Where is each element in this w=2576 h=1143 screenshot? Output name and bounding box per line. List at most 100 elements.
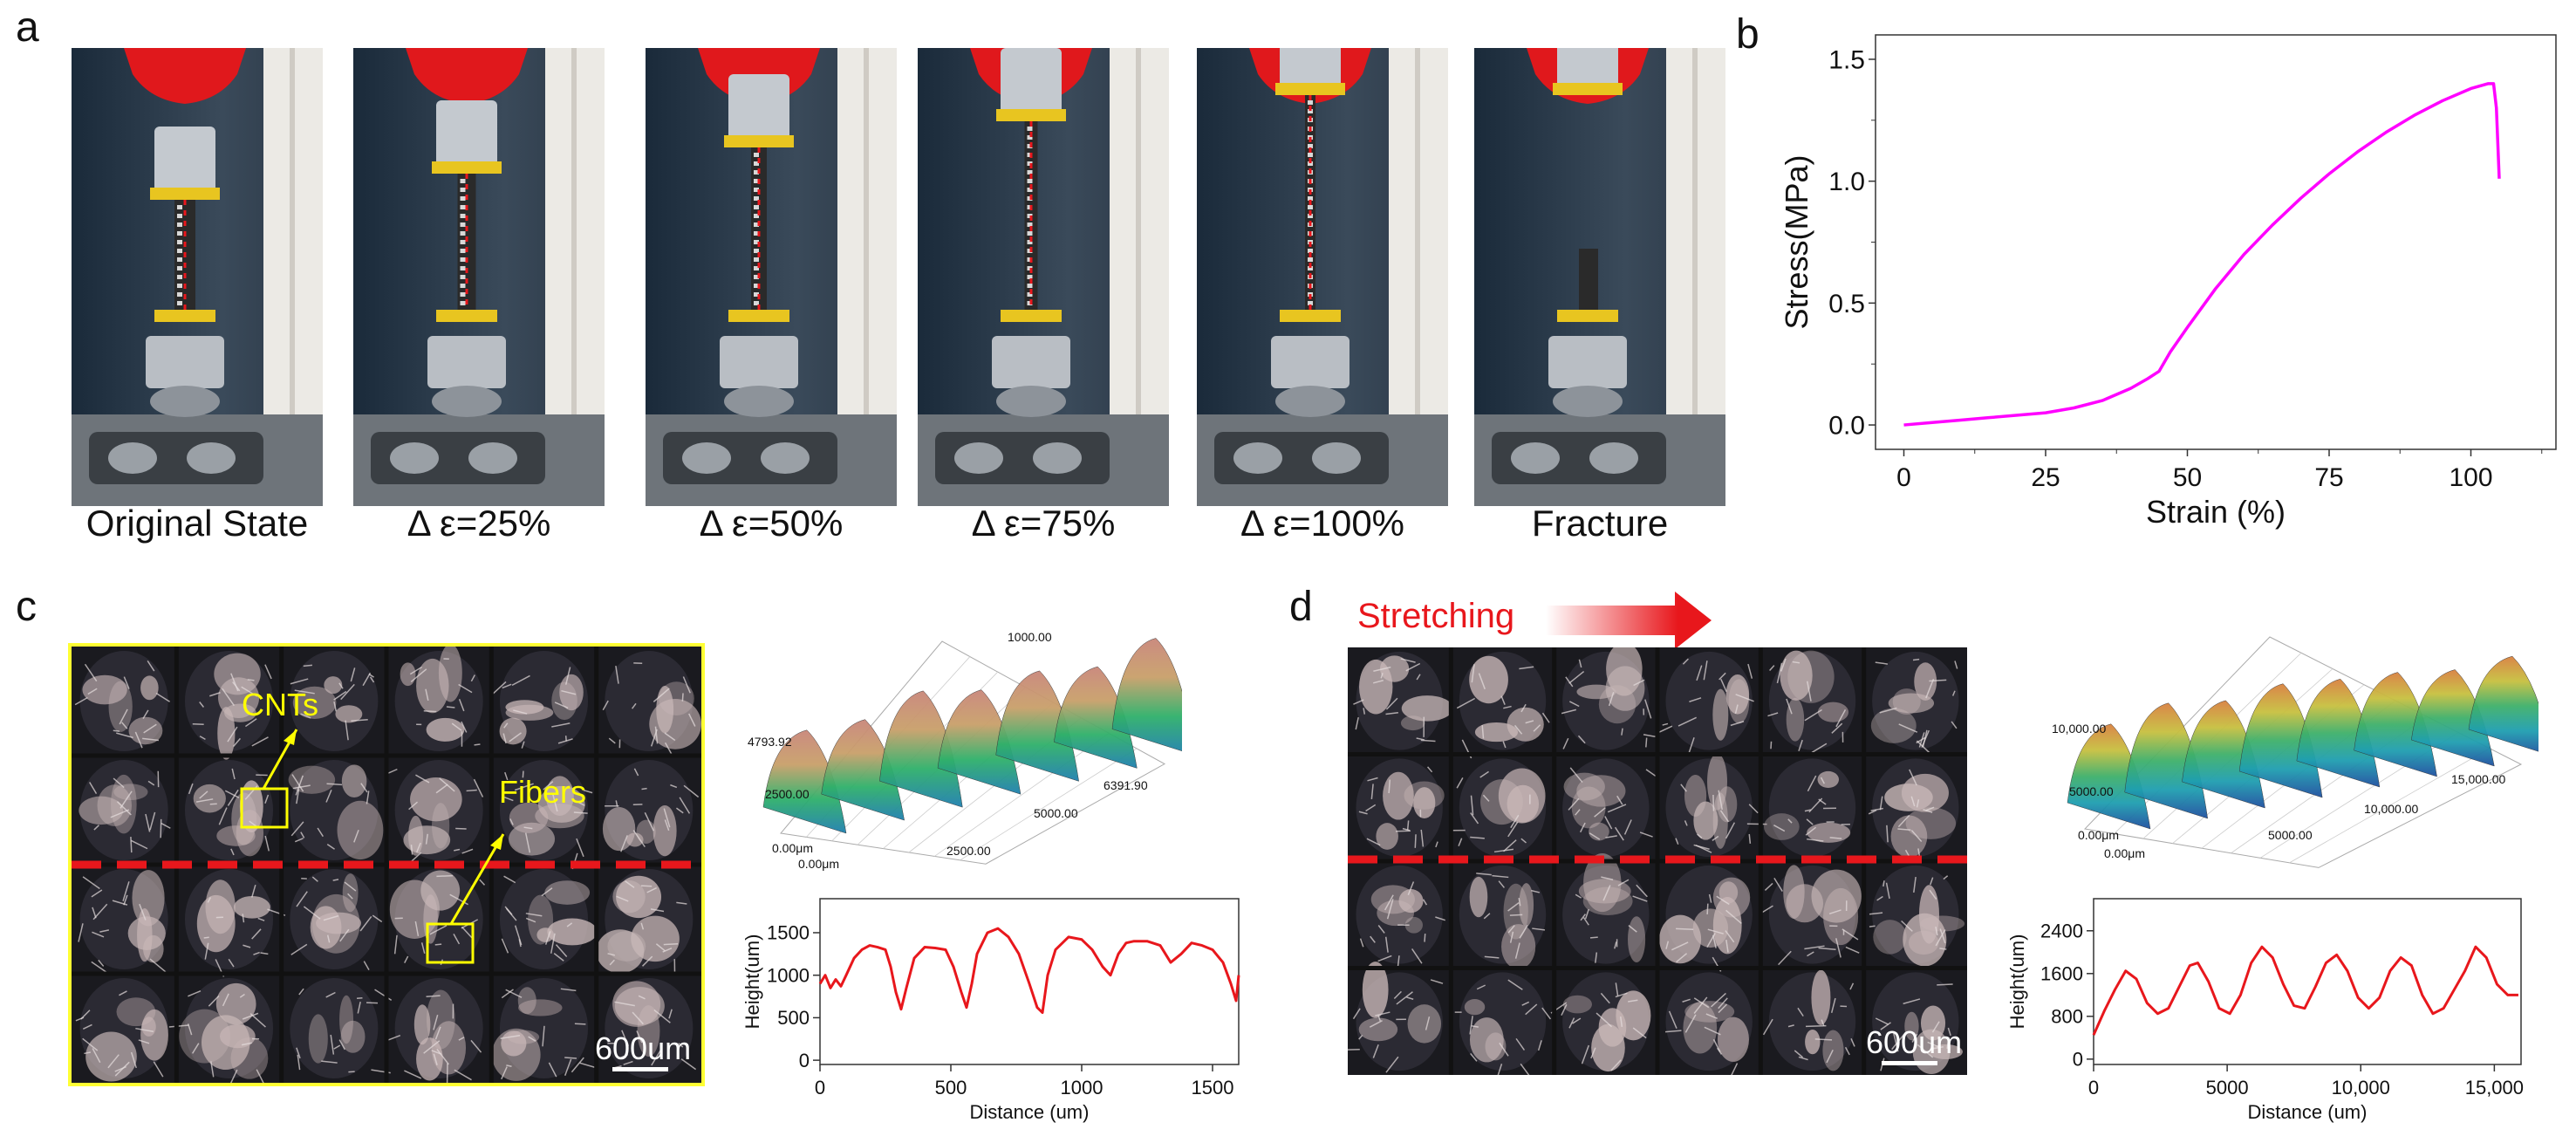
fiber-strand	[1909, 769, 1917, 786]
fiber-strand	[1951, 690, 1956, 696]
fabric-cell	[290, 651, 379, 751]
y-tick-label: 1600	[2040, 963, 2083, 985]
fiber-strand	[1499, 1042, 1509, 1057]
fiber-strand	[161, 822, 171, 829]
fiber-patch	[1870, 708, 1917, 743]
fiber-strand	[1805, 1024, 1827, 1028]
fiber-strand	[1532, 927, 1546, 931]
fiber-strand	[625, 880, 635, 888]
fiber-patch	[1379, 655, 1410, 682]
sample-pattern	[460, 249, 466, 253]
fiber-strand	[668, 1009, 673, 1019]
fiber-patch	[1823, 887, 1859, 946]
fiber-patch	[1413, 787, 1436, 819]
fiber-strand	[1616, 795, 1623, 805]
fiber-patch	[1707, 753, 1727, 811]
fiber-strand	[670, 784, 678, 789]
fiber-strand	[348, 1071, 355, 1073]
fiber-strand	[1366, 838, 1381, 846]
fiber-strand	[650, 908, 665, 913]
base-hole	[1589, 442, 1638, 474]
fiber-strand	[1870, 807, 1883, 811]
fiber-patch	[193, 784, 226, 813]
sample-pattern	[754, 249, 759, 253]
sample-pattern	[1308, 266, 1313, 270]
fiber-strand	[1615, 992, 1628, 998]
fiber-strand	[576, 838, 584, 858]
fiber-strand	[458, 699, 465, 712]
base-hole	[761, 442, 810, 474]
fiber-strand	[524, 832, 531, 853]
fiber-patch	[219, 1023, 256, 1049]
sample-pattern	[1027, 179, 1033, 183]
fiber-strand	[253, 951, 260, 955]
fiber-strand	[233, 737, 242, 748]
data-line	[1903, 82, 2501, 427]
fiber-strand	[89, 782, 98, 795]
sample-pattern	[754, 188, 759, 192]
fiber-strand	[654, 726, 659, 744]
fiber-strand	[1615, 982, 1619, 996]
x-tick-label: 5000	[2206, 1077, 2249, 1099]
fiber-strand	[579, 1062, 598, 1069]
fiber-strand	[239, 993, 245, 998]
fiber-patch	[559, 674, 584, 711]
fiber-strand	[1929, 679, 1947, 682]
test-frame-drawing	[353, 48, 605, 506]
fiber-strand	[632, 702, 637, 709]
fiber-strand	[114, 1061, 130, 1077]
surface-box	[2083, 636, 2523, 868]
fiber-strand	[1901, 920, 1913, 932]
fiber-strand	[1880, 1022, 1891, 1030]
fiber-strand	[311, 876, 318, 882]
fiber-strand	[1507, 979, 1523, 990]
fiber-strand	[557, 738, 573, 744]
fiber-strand	[1951, 721, 1958, 729]
fiber-strand	[1821, 1019, 1825, 1027]
fiber-strand	[408, 801, 419, 811]
fiber-strand	[1358, 1035, 1363, 1040]
fiber-strand	[655, 943, 666, 952]
x-tick-label: 0	[2088, 1077, 2099, 1099]
fiber-strand	[338, 1039, 345, 1051]
fiber-strand	[340, 683, 355, 701]
y-tick-label: 0	[2073, 1049, 2083, 1071]
fiber-strand	[479, 879, 486, 886]
fiber-strand	[1916, 740, 1931, 755]
fiber-strand	[521, 741, 525, 749]
fiber-strand	[1826, 1049, 1834, 1064]
fiber-strand	[300, 832, 305, 838]
fiber-strand	[425, 833, 428, 845]
sample-pattern	[460, 266, 466, 270]
fiber-patch	[499, 717, 527, 745]
fiber-strand	[1664, 1030, 1682, 1033]
fiber-strand	[1497, 1064, 1503, 1075]
fiber-strand	[333, 690, 347, 701]
fiber-strand	[458, 1037, 465, 1041]
fiber-strand	[1927, 1041, 1941, 1049]
fiber-strand	[1572, 1017, 1582, 1024]
sample-pattern	[177, 266, 182, 270]
fiber-patch	[1712, 792, 1728, 849]
fiber-patch	[1817, 770, 1840, 788]
fiber-strand	[297, 1054, 301, 1071]
fiber-strand	[676, 901, 687, 905]
fiber-strand	[644, 811, 655, 832]
base-hole	[954, 442, 1003, 474]
fiber-strand	[1797, 1007, 1804, 1017]
base-hole	[1511, 442, 1560, 474]
fiber-strand	[1610, 1059, 1622, 1071]
fiber-strand	[1385, 697, 1398, 710]
fiber-strand	[209, 692, 221, 697]
fiber-patch	[337, 800, 384, 860]
fiber-strand	[1886, 825, 1889, 843]
fiber-strand	[1435, 841, 1438, 848]
fiber-strand	[1582, 917, 1589, 926]
fiber-strand	[203, 936, 209, 939]
surface-tick-label: 2500.00	[946, 844, 991, 858]
fiber-strand	[1425, 1016, 1431, 1030]
fiber-strand	[1828, 909, 1841, 915]
fiber-patch	[1383, 771, 1414, 820]
upper-grip	[1001, 48, 1062, 118]
sample-pattern	[177, 275, 182, 279]
